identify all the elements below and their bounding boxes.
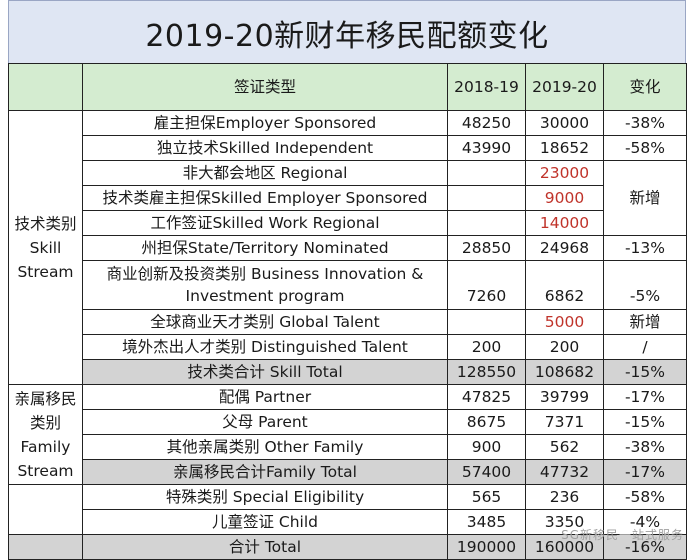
row-name: 工作签证Skilled Work Regional bbox=[82, 210, 448, 236]
table-row: 州担保State/Territory Nominated 28850 24968… bbox=[9, 235, 687, 261]
row-2019-20: 200 bbox=[525, 334, 604, 360]
row-2019-20: 30000 bbox=[525, 110, 604, 136]
header-2018-19: 2018-19 bbox=[447, 63, 526, 111]
row-name: 非大都会地区 Regional bbox=[82, 160, 448, 186]
row-2019-20: 47732 bbox=[525, 459, 604, 485]
row-change: -4% bbox=[603, 509, 687, 535]
row-name: 独立技术Skilled Independent bbox=[82, 135, 448, 161]
quota-table: 签证类型 2018-19 2019-20 变化 技术类别 Skill Strea… bbox=[8, 63, 687, 560]
row-name: 亲属移民合计Family Total bbox=[82, 459, 448, 485]
row-change: -38% bbox=[603, 110, 687, 136]
category-family-stream: 亲属移民 类别 Family Stream bbox=[8, 384, 83, 485]
row-change: -17% bbox=[603, 459, 687, 485]
row-change: -5% bbox=[603, 260, 687, 310]
category-blank bbox=[8, 534, 83, 560]
row-change: 新增 bbox=[603, 309, 687, 335]
row-change: -15% bbox=[603, 409, 687, 435]
table-row: 特殊类别 Special Eligibility 565 236 -58% bbox=[8, 484, 687, 535]
row-2019-20: 14000 bbox=[525, 210, 604, 236]
table-row: 境外杰出人才类别 Distinguished Talent 200 200 / bbox=[9, 334, 687, 360]
table-row: 父母 Parent 8675 7371 -15% bbox=[9, 409, 687, 435]
header-change: 变化 bbox=[603, 63, 687, 111]
row-change-new: 新增 bbox=[603, 160, 687, 236]
table-row-skill-total: 技术类合计 Skill Total 128550 108682 -15% bbox=[9, 359, 687, 385]
row-2018-19: 900 bbox=[447, 434, 526, 460]
row-change: -13% bbox=[603, 235, 687, 261]
row-2018-19: 190000 bbox=[447, 534, 526, 560]
row-name: 特殊类别 Special Eligibility bbox=[82, 484, 448, 510]
row-2018-19 bbox=[447, 210, 526, 236]
row-name: 技术类雇主担保Skilled Employer Sponsored bbox=[82, 185, 448, 211]
watermark: SG新移民一站式服务 bbox=[561, 528, 684, 542]
row-name: 配偶 Partner bbox=[82, 384, 448, 410]
row-2019-20: 24968 bbox=[525, 235, 604, 261]
row-2019-20: 23000 bbox=[525, 160, 604, 186]
header-blank bbox=[8, 63, 83, 111]
row-name: 境外杰出人才类别 Distinguished Talent bbox=[82, 334, 448, 360]
row-2018-19 bbox=[447, 160, 526, 186]
table-row: 技术类雇主担保Skilled Employer Sponsored 9000 bbox=[9, 185, 687, 211]
row-change: -58% bbox=[603, 484, 687, 510]
table-row: 非大都会地区 Regional 23000 新增 bbox=[9, 160, 687, 236]
row-2019-20: 562 bbox=[525, 434, 604, 460]
table-header-row: 签证类型 2018-19 2019-20 变化 bbox=[8, 63, 687, 111]
row-2018-19: 28850 bbox=[447, 235, 526, 261]
table-row: 全球商业天才类别 Global Talent 5000 新增 bbox=[9, 309, 687, 335]
table-row: 独立技术Skilled Independent 43990 18652 -58% bbox=[9, 135, 687, 161]
row-name: 技术类合计 Skill Total bbox=[82, 359, 448, 385]
row-2019-20: 18652 bbox=[525, 135, 604, 161]
row-name: 儿童签证 Child bbox=[82, 509, 448, 535]
row-2018-19: 48250 bbox=[447, 110, 526, 136]
table-row: 儿童签证 Child 3485 3350 -4% bbox=[9, 509, 687, 535]
category-blank bbox=[8, 484, 83, 535]
row-name: 州担保State/Territory Nominated bbox=[82, 235, 448, 261]
row-2019-20: 7371 bbox=[525, 409, 604, 435]
table-row: 商业创新及投资类别 Business Innovation & Investme… bbox=[9, 260, 687, 310]
row-change: / bbox=[603, 334, 687, 360]
row-change: -38% bbox=[603, 434, 687, 460]
category-skill-stream: 技术类别 Skill Stream bbox=[8, 110, 83, 385]
row-2018-19: 43990 bbox=[447, 135, 526, 161]
row-2018-19: 565 bbox=[447, 484, 526, 510]
table-row-family-total: 亲属移民合计Family Total 57400 47732 -17% bbox=[9, 459, 687, 485]
row-2018-19: 200 bbox=[447, 334, 526, 360]
row-change: -17% bbox=[603, 384, 687, 410]
row-2018-19: 7260 bbox=[447, 260, 526, 310]
table-row: 工作签证Skilled Work Regional 14000 bbox=[9, 210, 687, 236]
page-title: 2019-20新财年移民配额变化 bbox=[8, 0, 686, 65]
row-2019-20: 6862 bbox=[525, 260, 604, 310]
row-2018-19: 47825 bbox=[447, 384, 526, 410]
row-2018-19: 128550 bbox=[447, 359, 526, 385]
row-name: 其他亲属类别 Other Family bbox=[82, 434, 448, 460]
row-name: 商业创新及投资类别 Business Innovation & Investme… bbox=[82, 260, 448, 310]
row-change: -15% bbox=[603, 359, 687, 385]
row-change: -58% bbox=[603, 135, 687, 161]
table-row: 技术类别 Skill Stream 雇主担保Employer Sponsored… bbox=[8, 110, 687, 385]
row-2019-20: 236 bbox=[525, 484, 604, 510]
header-2019-20: 2019-20 bbox=[525, 63, 604, 111]
header-visa-type: 签证类型 bbox=[82, 63, 448, 111]
row-2019-20: 108682 bbox=[525, 359, 604, 385]
row-name: 合计 Total bbox=[82, 534, 448, 560]
row-2019-20: 39799 bbox=[525, 384, 604, 410]
row-2018-19: 57400 bbox=[447, 459, 526, 485]
row-name: 雇主担保Employer Sponsored bbox=[82, 110, 448, 136]
row-2019-20: 5000 bbox=[525, 309, 604, 335]
row-2019-20: 9000 bbox=[525, 185, 604, 211]
row-2018-19 bbox=[447, 309, 526, 335]
row-2018-19: 3485 bbox=[447, 509, 526, 535]
row-name: 父母 Parent bbox=[82, 409, 448, 435]
row-2018-19: 8675 bbox=[447, 409, 526, 435]
table-row: 其他亲属类别 Other Family 900 562 -38% bbox=[9, 434, 687, 460]
table-row: 亲属移民 类别 Family Stream 配偶 Partner 47825 3… bbox=[8, 384, 687, 485]
row-2018-19 bbox=[447, 185, 526, 211]
row-name: 全球商业天才类别 Global Talent bbox=[82, 309, 448, 335]
